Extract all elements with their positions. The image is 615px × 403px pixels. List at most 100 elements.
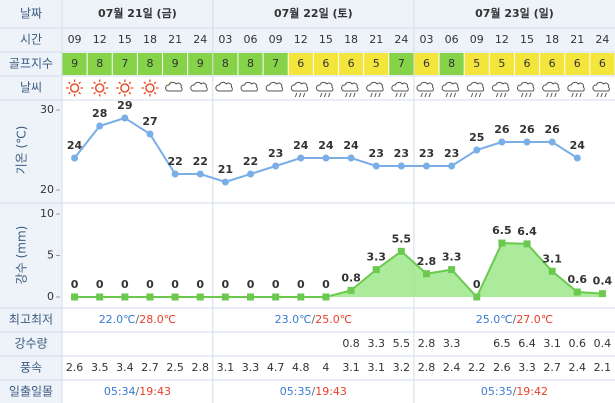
cloud (265, 81, 284, 92)
rain-drop (600, 92, 603, 98)
time-label: 12 (93, 33, 107, 46)
ray (68, 91, 71, 95)
rain-value: 0.8 (342, 337, 360, 350)
data-label: 0 (222, 278, 230, 291)
time-label: 21 (369, 33, 383, 46)
header-band (62, 0, 615, 52)
max-temp: 27.0℃ (516, 313, 553, 326)
data-label: 0 (171, 278, 179, 291)
time-label: 18 (545, 33, 559, 46)
data-label: 26 (519, 123, 535, 136)
ray (143, 91, 147, 95)
data-label: 26 (494, 123, 510, 136)
temp-point (322, 154, 330, 162)
rain-drop (298, 92, 302, 98)
golf-cell (464, 53, 489, 75)
golf-value: 6 (524, 57, 531, 70)
data-label: 27 (142, 115, 157, 128)
golf-value: 6 (599, 57, 606, 70)
slash: / (136, 313, 140, 326)
rain-drop (399, 92, 402, 98)
ray (78, 81, 82, 85)
temp-point (548, 138, 556, 146)
weather-icon (491, 81, 510, 98)
golf-value: 5 (498, 57, 505, 70)
golf-cell (339, 53, 364, 75)
data-label: 26 (545, 123, 561, 136)
weather-icon (240, 81, 259, 92)
rain-point (523, 240, 531, 248)
rain-value: 3.3 (367, 337, 385, 350)
cloud (341, 81, 359, 92)
min-temp: 23.0℃ (275, 313, 312, 326)
golf-value: 6 (574, 57, 581, 70)
data-label: 0 (272, 278, 280, 291)
rain-drop (420, 92, 423, 98)
rain-drop (521, 92, 524, 98)
data-label: 24 (293, 139, 309, 152)
golf-cell (364, 53, 389, 75)
cloud (491, 81, 510, 92)
rain-point (448, 266, 456, 274)
rain-point (372, 266, 380, 274)
rain-drop (453, 92, 457, 98)
rain-area (74, 243, 603, 297)
cloud (190, 81, 208, 92)
weather-icon (567, 81, 585, 98)
golf-value: 7 (398, 57, 405, 70)
temp-point (272, 162, 280, 170)
ray (153, 81, 157, 85)
sunset: 19:42 (516, 385, 548, 398)
ray (68, 81, 71, 85)
ray (118, 91, 122, 95)
golf-cell (213, 53, 238, 75)
temp-point (96, 122, 104, 130)
ray (93, 91, 96, 95)
wind-value: 3.5 (91, 361, 109, 374)
rain-drop (499, 92, 503, 98)
temp-point (196, 170, 204, 178)
golf-cell (540, 53, 565, 75)
rain-drop (374, 92, 377, 98)
weather-icon (116, 79, 134, 97)
rain-point (598, 290, 606, 298)
rain-value: 0.4 (594, 337, 612, 350)
rain-drop (302, 92, 306, 98)
slash: / (312, 313, 316, 326)
min-temp: 25.0℃ (476, 313, 513, 326)
wind-value: 2.5 (166, 361, 184, 374)
data-label: 23 (419, 147, 434, 160)
golf-value: 6 (297, 57, 304, 70)
rain-drop (403, 92, 406, 98)
data-label: 24 (570, 139, 586, 152)
golf-cell (514, 53, 540, 75)
weather-icon (516, 81, 535, 98)
rain-drop (428, 92, 431, 98)
golf-cell (288, 53, 313, 75)
sunrise: 05:35 (280, 385, 312, 398)
temp-point (121, 114, 129, 122)
weather-icon (341, 81, 359, 98)
temp-point (523, 138, 531, 146)
rain-drop (554, 92, 557, 98)
ray (118, 81, 122, 85)
cloud (315, 81, 334, 92)
rain-value: 6.5 (493, 337, 511, 350)
time-label: 21 (570, 33, 584, 46)
wind-value: 2.7 (543, 361, 561, 374)
wind-value: 3.3 (518, 361, 536, 374)
golf-value: 9 (71, 57, 78, 70)
data-label: 0.6 (568, 273, 588, 286)
rain-point (498, 239, 506, 247)
data-label: 29 (117, 99, 132, 112)
wind-value: 3.2 (393, 361, 411, 374)
temp-point (372, 162, 380, 170)
cloud (441, 81, 460, 92)
data-label: 24 (67, 139, 83, 152)
temp-point (71, 154, 79, 162)
golf-value: 8 (146, 57, 153, 70)
slash: / (513, 385, 517, 398)
golf-value: 7 (272, 57, 279, 70)
weather-icon (315, 81, 334, 98)
sunset: 19:43 (315, 385, 347, 398)
